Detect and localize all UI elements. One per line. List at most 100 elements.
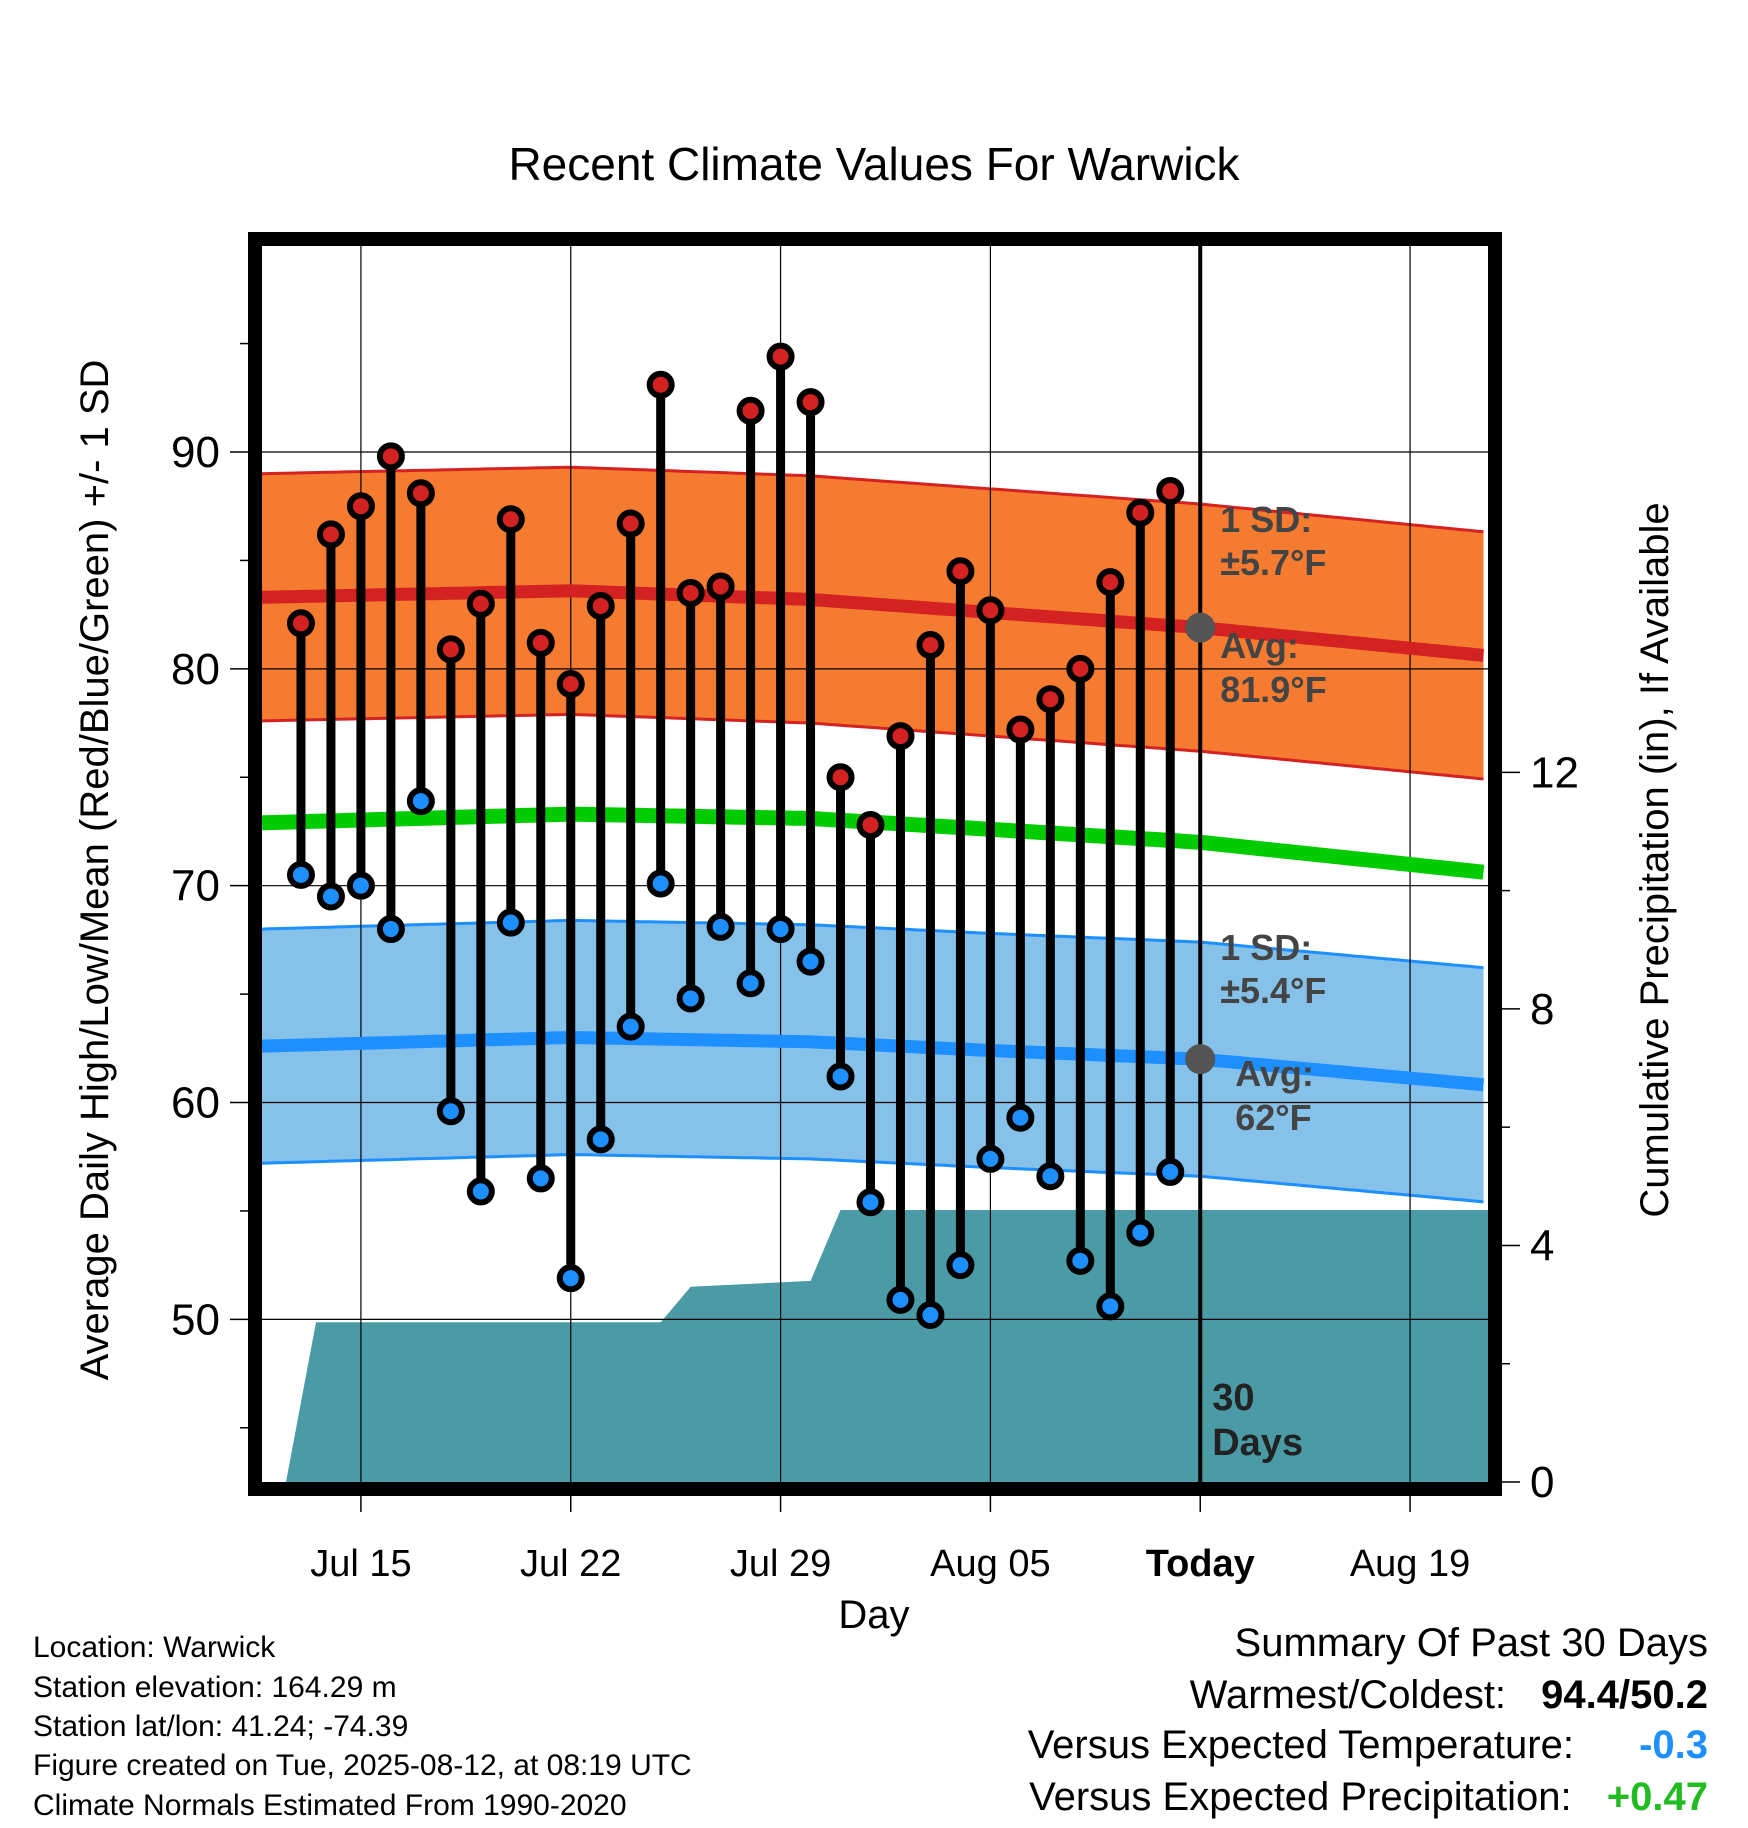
daily-low-point: [286, 860, 315, 889]
daily-high-point: [976, 596, 1005, 625]
y2-tick-label: 8: [1530, 985, 1554, 1034]
daily-high-point: [1096, 568, 1125, 597]
x-tick-label: Jul 15: [310, 1543, 411, 1585]
daily-low-point: [1156, 1157, 1185, 1186]
today-days-word: Days: [1212, 1422, 1303, 1464]
y2-tick-label: 12: [1530, 748, 1579, 797]
low-avg-value: 62°F: [1235, 1097, 1311, 1138]
daily-low-point: [466, 1177, 495, 1206]
daily-high-point: [706, 572, 735, 601]
daily-high-point: [676, 578, 705, 607]
low-avg-label: Avg:: [1235, 1053, 1314, 1094]
daily-low-point: [376, 915, 405, 944]
daily-high-point: [496, 505, 525, 534]
daily-high-point: [646, 370, 675, 399]
daily-high-point: [316, 520, 345, 549]
daily-high-point: [1156, 477, 1185, 506]
daily-high-point: [586, 591, 615, 620]
daily-high-point: [286, 609, 315, 638]
summary-title: Summary Of Past 30 Days: [1234, 1621, 1708, 1665]
daily-low-point: [1066, 1246, 1095, 1275]
daily-low-point: [316, 882, 345, 911]
daily-low-point: [826, 1062, 855, 1091]
daily-high-point: [1126, 498, 1155, 527]
high-sd-value: ±5.7°F: [1220, 542, 1326, 583]
daily-low-point: [1096, 1292, 1125, 1321]
low-sd-label: 1 SD:: [1220, 927, 1312, 968]
daily-low-point: [586, 1125, 615, 1154]
daily-high-point: [376, 442, 405, 471]
y-tick-label: 50: [171, 1295, 220, 1344]
plot-frame: [248, 232, 1502, 1496]
y-axis-label: Average Daily High/Low/Mean (Red/Blue/Gr…: [73, 360, 117, 1381]
x-tick-label: Aug 19: [1350, 1543, 1470, 1585]
daily-low-point: [646, 869, 675, 898]
summary-temp-label: Versus Expected Temperature:: [1027, 1723, 1574, 1767]
daily-high-point: [916, 630, 945, 659]
daily-low-point: [676, 984, 705, 1013]
daily-high-point: [826, 763, 855, 792]
today-high-avg-marker: [1185, 612, 1216, 643]
daily-high-point: [1036, 685, 1065, 714]
daily-low-point: [556, 1264, 585, 1293]
y2-axis-label: Cumulative Precipitation (in), If Availa…: [1633, 502, 1677, 1217]
daily-low-point: [1036, 1162, 1065, 1191]
daily-high-point: [616, 509, 645, 538]
info-latlon: Station lat/lon: 41.24; -74.39: [33, 1710, 409, 1743]
daily-low-point: [346, 871, 375, 900]
daily-high-point: [946, 557, 975, 586]
daily-low-point: [1126, 1218, 1155, 1247]
daily-high-point: [1066, 654, 1095, 683]
daily-low-point: [526, 1164, 555, 1193]
daily-high-point: [886, 722, 915, 751]
daily-low-point: [706, 912, 735, 941]
high-avg-line: [261, 584, 1485, 662]
daily-low-point: [946, 1251, 975, 1280]
summary-precip-label: Versus Expected Precipitation:: [1029, 1775, 1572, 1819]
summary-warmest-label: Warmest/Coldest:: [1189, 1673, 1507, 1717]
today-days-count: 30: [1212, 1377, 1254, 1419]
today-low-avg-marker: [1185, 1044, 1216, 1075]
low-sd-value: ±5.4°F: [1220, 970, 1326, 1011]
chart-title: Recent Climate Values For Warwick: [508, 138, 1240, 190]
high-sd-upper-edge: [261, 465, 1484, 534]
daily-high-point: [1006, 715, 1035, 744]
y-tick-label: 90: [171, 428, 220, 477]
x-tick-label: Jul 29: [730, 1543, 831, 1585]
daily-low-point: [496, 908, 525, 937]
y-tick-label: 70: [171, 862, 220, 911]
daily-high-point: [436, 635, 465, 664]
daily-low-point: [1006, 1103, 1035, 1132]
x-tick-label: Aug 05: [930, 1543, 1050, 1585]
x-tick-label: Today: [1146, 1543, 1255, 1585]
daily-high-point: [346, 492, 375, 521]
daily-high-point: [556, 670, 585, 699]
precip-area: [286, 1210, 1488, 1482]
daily-high-point: [736, 396, 765, 425]
daily-low-point: [736, 969, 765, 998]
summary-warmest-value: 94.4/50.2: [1541, 1673, 1708, 1717]
daily-high-point: [406, 479, 435, 508]
daily-low-point: [406, 787, 435, 816]
info-elevation: Station elevation: 164.29 m: [33, 1671, 397, 1704]
daily-low-point: [916, 1301, 945, 1330]
high-sd-label: 1 SD:: [1220, 499, 1312, 540]
info-normals: Climate Normals Estimated From 1990-2020: [33, 1789, 627, 1822]
daily-high-point: [766, 342, 795, 371]
high-avg-label: Avg:: [1220, 625, 1299, 666]
daily-low-point: [436, 1097, 465, 1126]
y-tick-label: 80: [171, 645, 220, 694]
y2-tick-label: 4: [1530, 1221, 1554, 1270]
daily-high-point: [856, 810, 885, 839]
y-tick-label: 60: [171, 1079, 220, 1128]
summary-warmest: Warmest/Coldest: 94.4/50.2: [1190, 1675, 1708, 1715]
summary-temp: Versus Expected Temperature: -0.3: [1028, 1725, 1708, 1765]
daily-high-point: [796, 388, 825, 417]
info-created: Figure created on Tue, 2025-08-12, at 08…: [33, 1749, 692, 1782]
daily-low-point: [976, 1144, 1005, 1173]
high-sd-lower-edge: [261, 712, 1484, 781]
daily-low-point: [796, 947, 825, 976]
daily-low-point: [766, 915, 795, 944]
info-location: Location: Warwick: [33, 1631, 276, 1664]
